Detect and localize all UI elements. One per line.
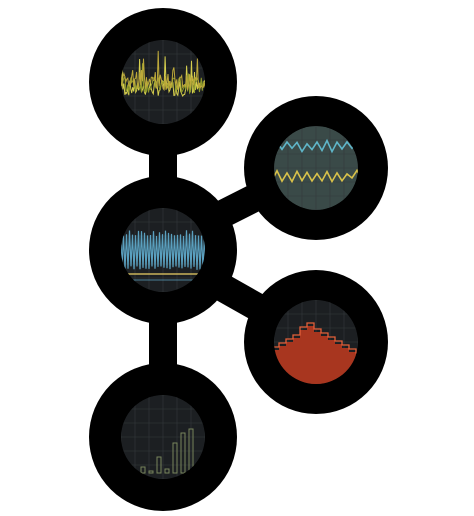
series-line <box>274 138 358 154</box>
node-bottom-chart <box>140 428 194 474</box>
node-upper-right-grid <box>274 126 358 210</box>
node-top-chart <box>121 50 205 97</box>
node-lower-right <box>244 270 388 414</box>
node-upper-right <box>244 96 388 240</box>
bar <box>140 466 146 474</box>
node-center <box>89 176 237 324</box>
node-bottom <box>89 363 237 511</box>
bar <box>164 468 170 474</box>
series-line <box>121 50 205 92</box>
bar <box>156 456 162 474</box>
bar <box>148 470 154 474</box>
series-area <box>274 326 358 384</box>
series-line <box>274 322 358 354</box>
series-line <box>121 230 205 270</box>
series-line <box>121 56 205 97</box>
node-center-chart <box>121 230 205 281</box>
node-top <box>89 8 237 156</box>
node-lower-right-chart <box>274 322 358 384</box>
node-upper-right-chart <box>274 138 358 184</box>
series-line <box>274 168 358 184</box>
bar <box>180 432 186 474</box>
bar <box>172 442 178 474</box>
